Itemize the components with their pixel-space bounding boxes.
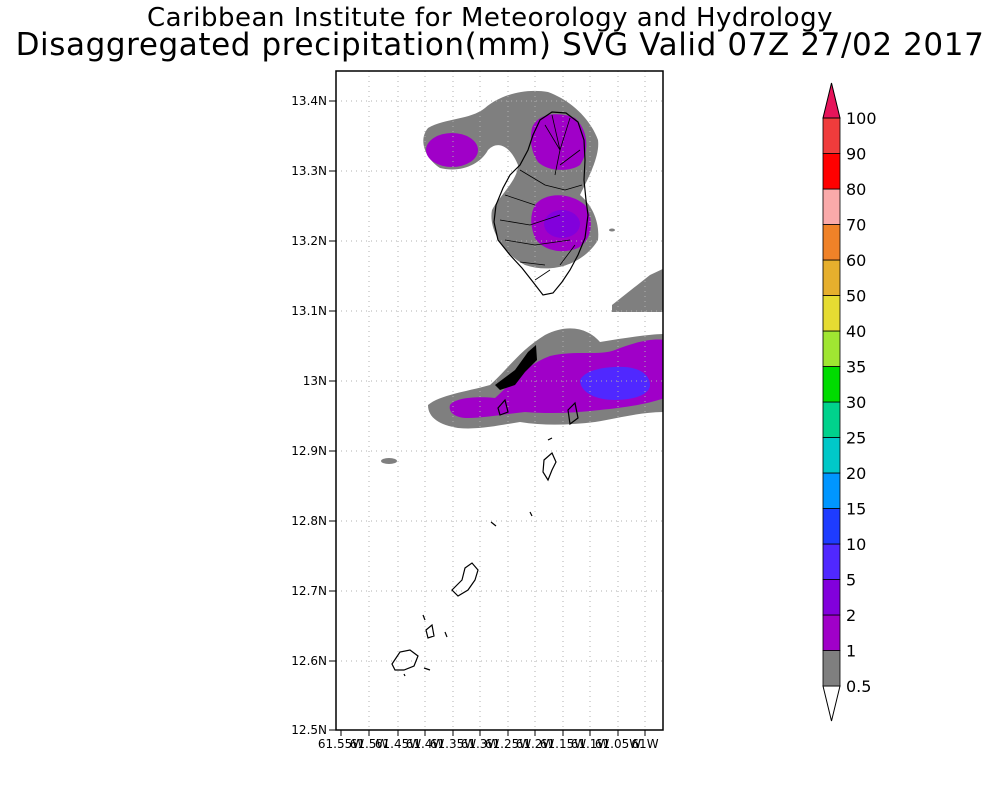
colorbar-swatch bbox=[822, 472, 841, 509]
island-grenada-north bbox=[391, 649, 419, 671]
precip-area-0.5mm-speck bbox=[609, 228, 615, 232]
lon-label: 61.55W bbox=[318, 737, 364, 751]
colorbar-label: 15 bbox=[846, 500, 866, 519]
colorbar-label: 5 bbox=[846, 571, 856, 590]
colorbar-swatch bbox=[822, 437, 841, 474]
island-small-8 bbox=[444, 631, 448, 638]
island-saint-vincent-rivers bbox=[499, 114, 583, 281]
lat-label: 12.5N bbox=[291, 723, 327, 737]
lat-label: 13.4N bbox=[291, 94, 327, 108]
colorbar-swatch bbox=[822, 401, 841, 438]
colorbar-swatch bbox=[822, 650, 841, 687]
colorbar-swatch bbox=[822, 366, 841, 403]
island-small-2 bbox=[567, 401, 579, 426]
lat-label: 13.1N bbox=[291, 304, 327, 318]
title-line-1: Caribbean Institute for Meteorology and … bbox=[147, 3, 833, 33]
latitude-labels: 13.4N 13.3N 13.2N 13.1N 13N 12.9N 12.8N … bbox=[291, 94, 327, 737]
lon-label: 61.2W bbox=[516, 737, 555, 751]
colorbar-label: 60 bbox=[846, 251, 866, 270]
colorbar-high-arrow bbox=[822, 82, 841, 119]
colorbar-swatch bbox=[822, 508, 841, 545]
colorbar-label: 25 bbox=[846, 429, 866, 448]
colorbar-label: 40 bbox=[846, 322, 866, 341]
colorbar-label: 2 bbox=[846, 606, 856, 625]
island-small-5 bbox=[490, 521, 497, 527]
colorbar-swatch bbox=[822, 330, 841, 367]
colorbar-swatch bbox=[822, 543, 841, 580]
island-small-9 bbox=[423, 667, 431, 671]
island-canouan bbox=[542, 452, 557, 482]
island-small-10 bbox=[403, 673, 406, 677]
colorbar-label: 90 bbox=[846, 145, 866, 164]
colorbar-label: 20 bbox=[846, 464, 866, 483]
colorbar-swatch bbox=[822, 188, 841, 225]
lon-label: 61.25W bbox=[485, 737, 531, 751]
colorbar-swatch bbox=[822, 579, 841, 616]
lon-label: 61W bbox=[631, 737, 658, 751]
colorbar-swatch bbox=[822, 153, 841, 190]
colorbar-label: 10 bbox=[846, 535, 866, 554]
lon-label: 61.1W bbox=[571, 737, 610, 751]
lon-label: 61.05W bbox=[595, 737, 641, 751]
map-frame bbox=[335, 70, 664, 731]
island-small-6 bbox=[425, 623, 435, 639]
coastlines bbox=[391, 111, 589, 677]
colorbar-label: 50 bbox=[846, 287, 866, 306]
colorbar-label: 35 bbox=[846, 358, 866, 377]
latitude-ticks bbox=[329, 100, 336, 731]
title-line-2: Disaggregated precipitation(mm) SVG Vali… bbox=[15, 27, 985, 63]
lon-label: 61.5W bbox=[350, 737, 389, 751]
colorbar-label: 0.5 bbox=[846, 677, 871, 696]
colorbar-label: 1 bbox=[846, 642, 856, 661]
lat-label: 12.9N bbox=[291, 444, 327, 458]
longitude-labels: 61.55W 61.5W 61.45W 61.4W 61.35W 61.3W 6… bbox=[318, 737, 659, 751]
lon-label: 61.15W bbox=[540, 737, 586, 751]
lon-label: 61.4W bbox=[406, 737, 445, 751]
lon-label: 61.35W bbox=[430, 737, 476, 751]
lat-label: 13N bbox=[303, 374, 327, 388]
colorbar-low-arrow bbox=[822, 685, 841, 722]
precip-area-0.5mm-east bbox=[612, 268, 663, 312]
island-small-1 bbox=[497, 398, 509, 416]
colorbar-label: 100 bbox=[846, 109, 877, 128]
precip-area-5mm-east bbox=[580, 366, 650, 400]
colorbar-swatch bbox=[822, 614, 841, 651]
island-saint-vincent bbox=[493, 111, 589, 296]
colorbar-label: 30 bbox=[846, 393, 866, 412]
colorbar-label: 70 bbox=[846, 216, 866, 235]
island-small-4 bbox=[529, 511, 533, 517]
colorbar-swatch bbox=[822, 295, 841, 332]
colorbar-swatch bbox=[822, 259, 841, 296]
lon-label: 61.45W bbox=[375, 737, 421, 751]
colorbar-label: 80 bbox=[846, 180, 866, 199]
lat-label: 12.8N bbox=[291, 514, 327, 528]
lat-label: 12.6N bbox=[291, 654, 327, 668]
lat-label: 13.3N bbox=[291, 164, 327, 178]
precip-area-0.5mm-spot bbox=[381, 458, 397, 464]
colorbar-swatch bbox=[822, 224, 841, 261]
lat-label: 12.7N bbox=[291, 584, 327, 598]
island-bequia bbox=[495, 345, 537, 390]
precipitation-field bbox=[381, 90, 663, 464]
lon-label: 61.3W bbox=[461, 737, 500, 751]
colorbar-swatch bbox=[822, 117, 841, 154]
lat-label: 13.2N bbox=[291, 234, 327, 248]
longitude-ticks bbox=[340, 730, 646, 736]
island-carriacou bbox=[451, 562, 479, 597]
precip-area-1mm-northwest bbox=[426, 133, 478, 167]
island-small-3 bbox=[547, 437, 553, 441]
island-small-7 bbox=[422, 614, 426, 621]
